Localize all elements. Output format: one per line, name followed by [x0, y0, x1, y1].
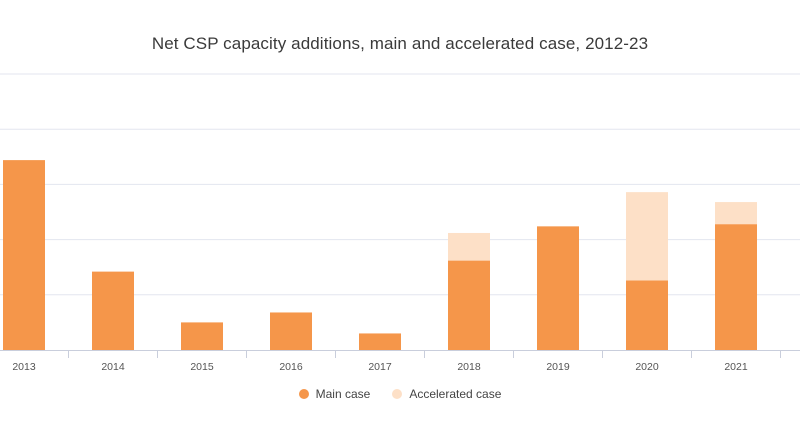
- x-tick-label-2020: 2020: [635, 361, 659, 373]
- bar-main-case-2015[interactable]: [181, 322, 223, 350]
- bar-main-case-2018[interactable]: [448, 260, 490, 350]
- bar-main-case-2016[interactable]: [270, 312, 312, 350]
- x-tick-label-2016: 2016: [279, 361, 303, 373]
- legend-item-accelerated-case[interactable]: Accelerated case: [392, 387, 501, 401]
- x-tick-label-2015: 2015: [190, 361, 214, 373]
- legend-swatch-accelerated-case: [392, 389, 403, 399]
- x-tick-label-2021: 2021: [724, 361, 748, 373]
- legend-swatch-main-case: [298, 389, 309, 399]
- x-tick-label-2013: 2013: [12, 361, 36, 373]
- x-tick-label-2019: 2019: [546, 361, 570, 373]
- bar-accelerated-case-2018[interactable]: [448, 232, 490, 261]
- legend: Main case Accelerated case: [0, 387, 800, 401]
- x-tick-label-2018: 2018: [457, 361, 481, 373]
- bar-main-case-2020[interactable]: [626, 280, 668, 350]
- legend-label-accelerated-case: Accelerated case: [409, 387, 502, 401]
- bar-main-case-2014[interactable]: [92, 271, 134, 350]
- x-tick-label-2014: 2014: [101, 361, 125, 373]
- legend-item-main-case[interactable]: Main case: [298, 387, 371, 401]
- bar-accelerated-case-2021[interactable]: [715, 202, 757, 225]
- bar-main-case-2013[interactable]: [3, 160, 45, 350]
- bar-main-case-2019[interactable]: [537, 226, 579, 350]
- bar-main-case-2017[interactable]: [359, 333, 401, 350]
- bar-accelerated-case-2020[interactable]: [626, 192, 668, 281]
- bar-main-case-2021[interactable]: [715, 224, 757, 350]
- chart-title: Net CSP capacity additions, main and acc…: [151, 34, 649, 53]
- x-tick-label-2017: 2017: [368, 361, 392, 373]
- legend-label-main-case: Main case: [315, 387, 371, 401]
